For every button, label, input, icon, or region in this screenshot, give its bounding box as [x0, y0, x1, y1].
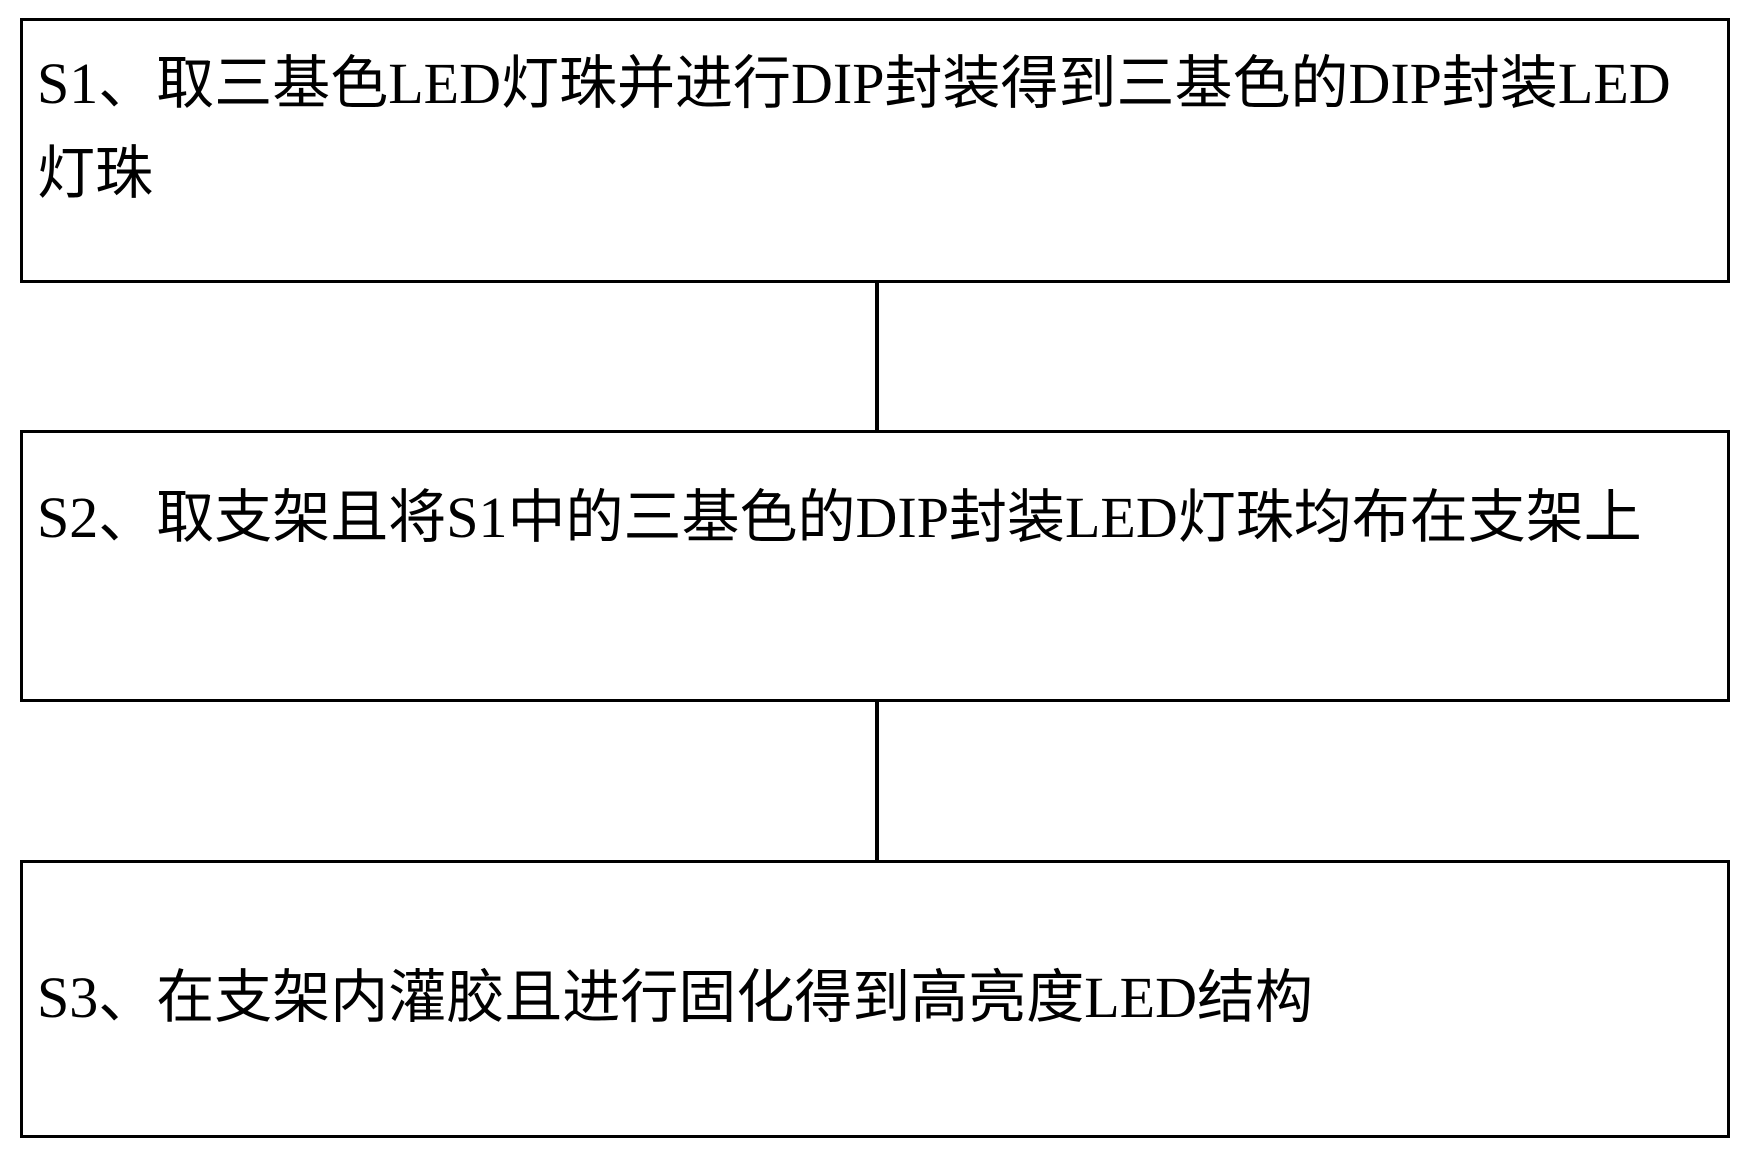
flowchart-canvas: S1、取三基色LED灯珠并进行DIP封装得到三基色的DIP封装LED灯珠 S2、…	[0, 0, 1755, 1167]
flow-step-s2: S2、取支架且将S1中的三基色的DIP封装LED灯珠均布在支架上	[20, 430, 1730, 702]
flow-connector-s2-s3	[875, 702, 879, 860]
flow-step-s3-text: S3、在支架内灌胶且进行固化得到高亮度LED结构	[37, 953, 1313, 1043]
flow-step-s1: S1、取三基色LED灯珠并进行DIP封装得到三基色的DIP封装LED灯珠	[20, 18, 1730, 283]
flow-connector-s1-s2	[875, 283, 879, 430]
flow-step-s3: S3、在支架内灌胶且进行固化得到高亮度LED结构	[20, 860, 1730, 1138]
flow-step-s2-text: S2、取支架且将S1中的三基色的DIP封装LED灯珠均布在支架上	[37, 473, 1642, 563]
flow-step-s1-text: S1、取三基色LED灯珠并进行DIP封装得到三基色的DIP封装LED灯珠	[37, 39, 1727, 219]
